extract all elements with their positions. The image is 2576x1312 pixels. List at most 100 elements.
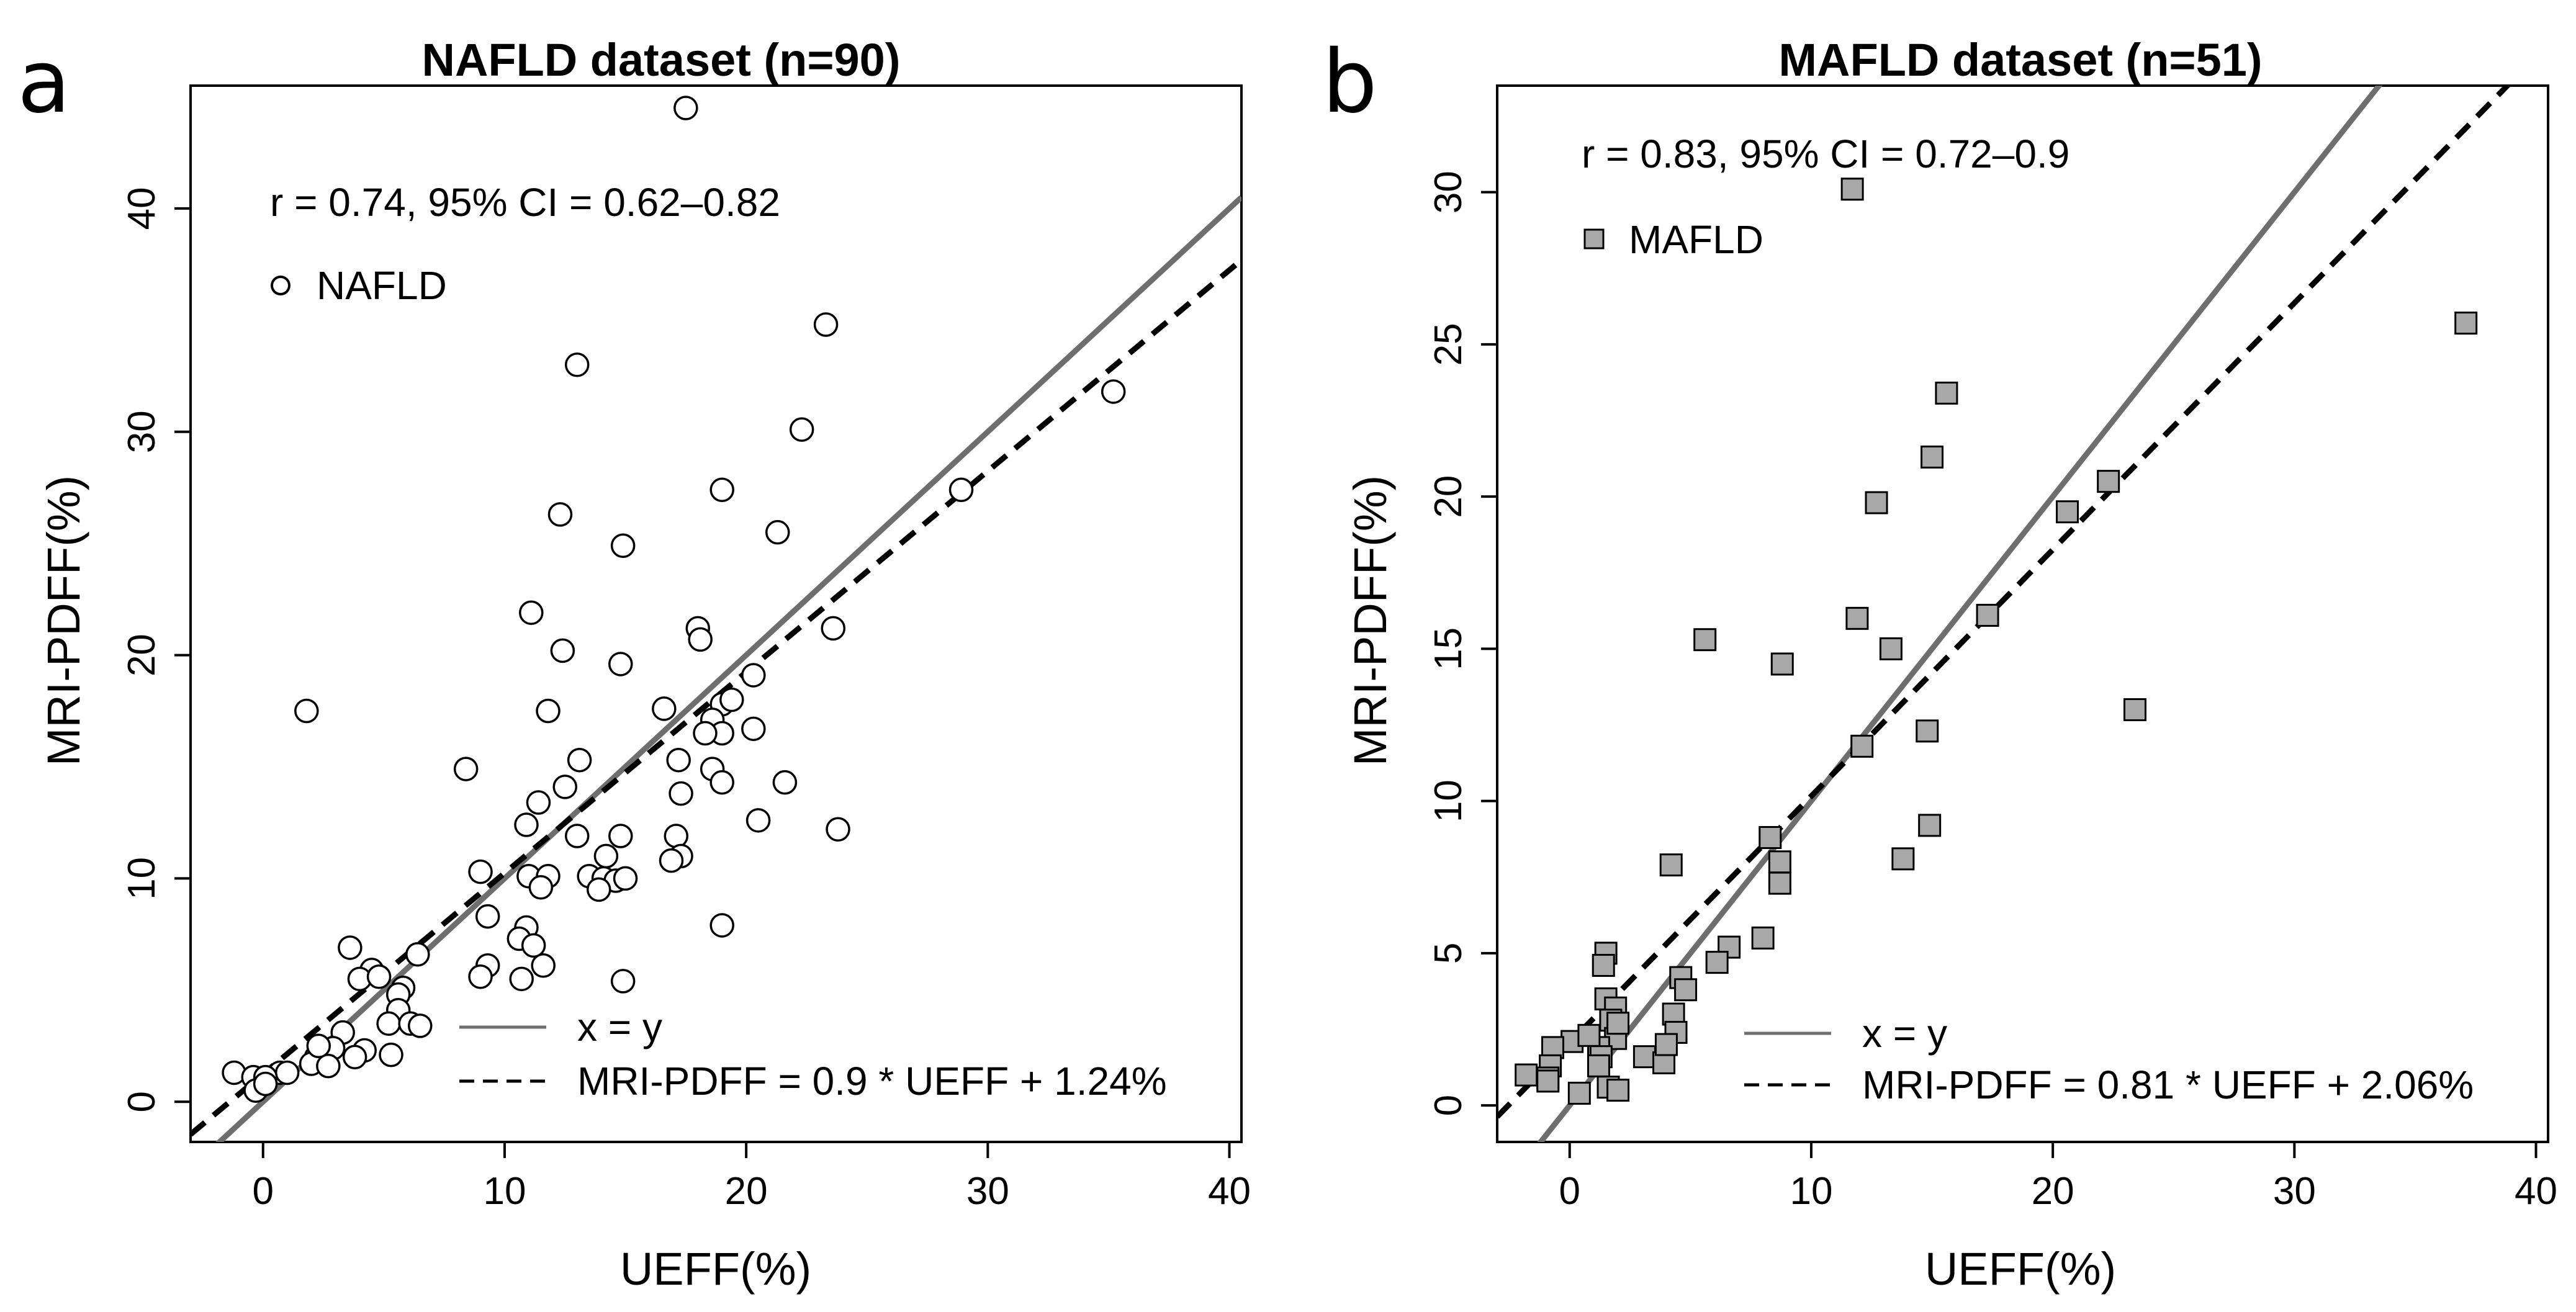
data-point xyxy=(536,698,561,724)
x-tick-label: 10 xyxy=(1790,1170,1832,1213)
y-tick-label: 40 xyxy=(120,187,163,230)
identity-line xyxy=(215,195,1241,1142)
panel-a: a NAFLD dataset (n=90) 0 10 20 30 40 UEFF(%)… xyxy=(17,32,1251,1295)
y-axis: 0 5 10 15 20 25 30 MRI-PDFF(%) xyxy=(1344,171,1498,1116)
data-point xyxy=(316,1053,341,1079)
data-point xyxy=(1770,652,1794,676)
y-tick-label: 20 xyxy=(120,634,163,676)
y-tick-label: 0 xyxy=(1427,1095,1470,1116)
data-point xyxy=(1606,1012,1630,1035)
data-point xyxy=(719,687,744,712)
line-legend: x = y MRI-PDFF = 0.81 * UEFF + 2.06% xyxy=(1744,1011,2474,1107)
legend-marker-open-circle xyxy=(271,276,290,295)
data-point xyxy=(379,1042,403,1067)
x-tick-label: 0 xyxy=(1559,1170,1580,1213)
data-point xyxy=(253,1071,278,1097)
scatter-points xyxy=(222,96,1126,1103)
x-axis-label: UEFF(%) xyxy=(1925,1243,2116,1295)
data-point xyxy=(593,843,619,869)
panel-letter: b xyxy=(1322,32,1377,133)
trend-lines xyxy=(1497,86,2511,1142)
data-point xyxy=(821,616,846,641)
data-point xyxy=(521,933,546,958)
data-point xyxy=(366,964,392,989)
data-point xyxy=(688,627,713,652)
data-point xyxy=(552,775,578,799)
data-point xyxy=(693,721,718,746)
data-point xyxy=(1674,978,1698,1002)
line-legend: x = y MRI-PDFF = 0.9 * UEFF + 1.24% xyxy=(459,1005,1167,1103)
data-point xyxy=(709,770,734,795)
x-tick-label: 20 xyxy=(2032,1170,2074,1213)
data-point xyxy=(664,824,689,848)
data-point xyxy=(1935,381,1958,405)
data-point xyxy=(1592,954,1615,977)
data-point xyxy=(2123,698,2146,722)
x-tick-label: 40 xyxy=(1208,1170,1251,1213)
data-point xyxy=(1768,871,1791,895)
identity-line xyxy=(1537,86,2383,1142)
data-point xyxy=(1976,603,1999,627)
data-point xyxy=(765,519,790,545)
data-point xyxy=(564,353,590,377)
y-tick-label: 5 xyxy=(1427,943,1470,964)
y-tick-label: 25 xyxy=(1427,323,1470,366)
x-tick-label: 30 xyxy=(966,1170,1009,1213)
legend-identity-label: x = y xyxy=(577,1005,662,1049)
data-point xyxy=(1577,1023,1601,1047)
data-point xyxy=(666,747,691,773)
y-tick-label: 10 xyxy=(120,857,163,900)
data-point xyxy=(2056,500,2079,524)
x-tick-label: 30 xyxy=(2273,1170,2316,1213)
data-point xyxy=(1850,734,1874,758)
data-point xyxy=(528,875,554,900)
y-axis: 0 10 20 30 40 MRI-PDFF(%) xyxy=(38,187,192,1112)
series-legend: MAFLD xyxy=(1583,217,1763,262)
y-axis-label: MRI-PDFF(%) xyxy=(38,475,89,766)
data-point xyxy=(514,812,539,837)
data-point xyxy=(826,817,850,842)
data-point xyxy=(745,808,771,833)
data-point xyxy=(1879,637,1903,660)
data-point xyxy=(1705,951,1729,974)
x-tick-label: 40 xyxy=(2515,1170,2557,1213)
data-point xyxy=(526,790,551,815)
x-tick-label: 10 xyxy=(483,1170,526,1213)
data-point xyxy=(1845,606,1869,630)
data-point xyxy=(405,941,430,967)
data-point xyxy=(586,877,611,902)
panel-b: b MAFLD dataset (n=51) 0 10 20 30 40 UEFF(%)… xyxy=(1322,32,2557,1295)
data-point xyxy=(1654,1033,1678,1056)
data-point xyxy=(1536,1069,1560,1093)
data-point xyxy=(613,866,638,891)
regression-line xyxy=(191,258,1241,1137)
data-point xyxy=(1587,1054,1610,1077)
y-ticks: 0 10 20 30 40 xyxy=(120,187,191,1112)
x-tick-label: 20 xyxy=(725,1170,768,1213)
legend-fit-label: MRI-PDFF = 0.9 * UEFF + 1.24% xyxy=(577,1059,1167,1103)
data-point xyxy=(772,770,798,795)
data-point xyxy=(1768,850,1791,874)
data-point xyxy=(376,1011,401,1036)
data-point xyxy=(948,477,974,503)
series-legend: NAFLD xyxy=(271,263,447,308)
trend-lines xyxy=(191,195,1241,1142)
x-ticks: 0 10 20 30 40 xyxy=(253,1142,1251,1213)
legend-fit-label: MRI-PDFF = 0.81 * UEFF + 2.06% xyxy=(1862,1063,2474,1107)
data-point xyxy=(338,935,363,960)
x-axis: 0 10 20 30 40 UEFF(%) xyxy=(253,1141,1251,1295)
legend-marker-filled-square xyxy=(1583,228,1605,249)
data-point xyxy=(547,502,573,527)
data-point xyxy=(407,1013,433,1038)
scatter-points xyxy=(1515,177,2478,1105)
data-point xyxy=(306,1033,331,1059)
data-point xyxy=(709,477,734,503)
data-point xyxy=(608,652,633,676)
legend-label: NAFLD xyxy=(317,263,447,308)
data-point xyxy=(567,747,592,773)
data-point xyxy=(1891,847,1915,871)
data-point xyxy=(475,904,500,929)
data-point xyxy=(741,663,766,688)
data-point xyxy=(509,966,534,992)
